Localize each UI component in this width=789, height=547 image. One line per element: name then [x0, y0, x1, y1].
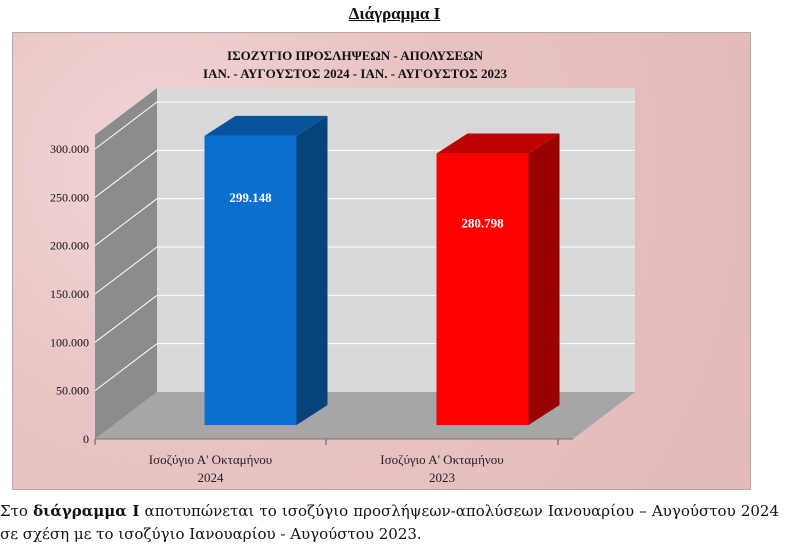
gridline-side: [94, 101, 158, 150]
gridline-side: [94, 149, 158, 198]
chart-caption: Στο διάγραμμα Ι αποτυπώνεται το ισοζύγιο…: [0, 500, 779, 546]
x-tick-label: Ισοζύγιο Α' Οκταμήνου: [380, 452, 503, 467]
y-tick-label: 0: [83, 432, 89, 446]
bar: [204, 135, 297, 425]
chart-title-line1: ΙΣΟΖΥΓΙΟ ΠΡΟΣΛΗΨΕΩΝ - ΑΠΟΛΥΣΕΩΝ: [227, 48, 484, 63]
gridline-side: [94, 343, 158, 392]
chart-title-line2: ΙΑΝ. - ΑΥΓΟΥΣΤΟΣ 2024 - ΙΑΝ. - ΑΥΓΟΥΣΤΟΣ…: [203, 66, 507, 81]
x-tick-label: 2024: [198, 470, 225, 485]
x-tick-label: Ισοζύγιο Α' Οκταμήνου: [149, 452, 272, 467]
gridline-side: [94, 246, 158, 295]
x-tick-label: 2023: [429, 470, 455, 485]
y-tick-label: 200.000: [50, 239, 89, 253]
y-tick-label: 50.000: [56, 384, 89, 398]
bar-top: [204, 115, 328, 136]
y-tick-label: 250.000: [50, 190, 89, 204]
caption-rest: αποτυπώνεται το ισοζύγιο προσλήψεων-απολ…: [0, 502, 779, 543]
diagram-heading: Διάγραμμα Ι: [348, 4, 441, 23]
gridline-side: [94, 198, 158, 247]
bar-chart: ΙΣΟΖΥΓΙΟ ΠΡΟΣΛΗΨΕΩΝ - ΑΠΟΛΥΣΕΩΝ ΙΑΝ. - Α…: [50, 48, 635, 485]
bar-value-label: 299.148: [229, 190, 272, 205]
bar-side: [296, 115, 328, 425]
caption-prefix: Στο: [0, 502, 34, 520]
caption-bold: διάγραμμα Ι: [33, 502, 140, 520]
bar-side: [528, 133, 560, 425]
chart-frame: ΙΣΟΖΥΓΙΟ ΠΡΟΣΛΗΨΕΩΝ - ΑΠΟΛΥΣΕΩΝ ΙΑΝ. - Α…: [12, 32, 751, 490]
y-tick-label: 150.000: [50, 287, 89, 301]
gridline-side: [94, 294, 158, 343]
bar: [436, 153, 529, 425]
plot-area: 0 50.000 100.000 150.000 200.000 250.000 300.0…: [50, 88, 635, 485]
bar-top: [436, 133, 560, 154]
side-wall: [95, 88, 157, 439]
bar-value-label: 280.798: [461, 216, 504, 231]
y-tick-label: 300.000: [50, 142, 89, 156]
y-tick-label: 100.000: [50, 335, 89, 349]
